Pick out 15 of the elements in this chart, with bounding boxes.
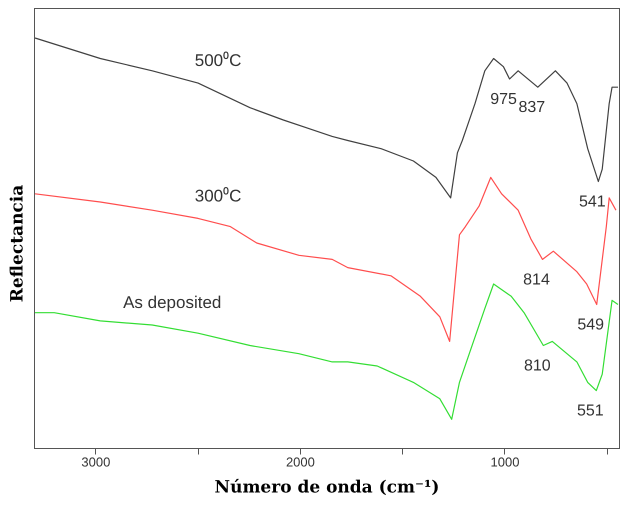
annotation: 814 <box>523 271 550 288</box>
annotation: 551 <box>576 402 604 420</box>
x-tick-label: 2000 <box>286 454 315 470</box>
annotation: 541 <box>578 194 606 210</box>
annotation: 549 <box>577 316 604 334</box>
y-axis-title: Reflectancia <box>8 184 28 302</box>
annotation: 810 <box>524 358 551 374</box>
series-label: 300⁰C <box>194 186 242 206</box>
x-axis-title: Número de onda (cm⁻¹) <box>214 478 440 498</box>
annotation: 837 <box>518 99 546 116</box>
annotation: 975 <box>490 91 518 108</box>
series-label: 500⁰C <box>194 51 242 70</box>
x-tick-label: 3000 <box>81 454 110 470</box>
series-label: As deposited <box>123 293 222 312</box>
x-tick-label: 1000 <box>490 454 520 470</box>
